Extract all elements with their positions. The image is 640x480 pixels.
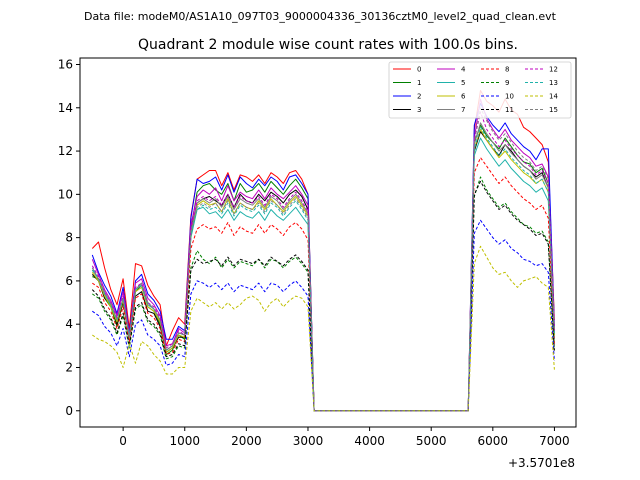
x-tick-label: 2000 (231, 434, 262, 448)
y-tick-label: 14 (58, 101, 73, 115)
series-line-12 (91, 111, 555, 412)
series-line-3 (91, 131, 555, 412)
figure-suptitle: Data file: modeM0/AS1A10_097T03_90000043… (84, 10, 557, 23)
series-line-6 (91, 128, 555, 412)
y-tick-label: 8 (65, 231, 73, 245)
legend-label-10: 10 (505, 93, 514, 101)
legend-label-7: 7 (461, 106, 465, 114)
legend-label-1: 1 (417, 79, 421, 87)
series-line-8 (92, 157, 555, 412)
legend-label-4: 4 (461, 66, 466, 74)
series-line-1 (92, 124, 555, 412)
y-tick-label: 6 (65, 274, 73, 288)
x-tick-label: 6000 (478, 434, 509, 448)
legend-label-5: 5 (461, 79, 465, 87)
legend-label-15: 15 (549, 106, 558, 114)
series-line-9 (92, 176, 555, 412)
y-tick-label: 10 (58, 187, 73, 201)
y-axis: 0 2 4 6 8 10 12 14 16 (58, 57, 80, 418)
plot-frame (79, 57, 577, 428)
legend-label-14: 14 (549, 93, 558, 101)
legend-label-12: 12 (549, 66, 558, 74)
y-tick-label: 4 (65, 317, 73, 331)
chart-title: Quadrant 2 module wise count rates with … (138, 37, 518, 53)
y-tick-label: 12 (58, 144, 73, 158)
legend-box (388, 61, 572, 119)
y-tick-label: 16 (58, 57, 73, 71)
series-line-10 (92, 219, 555, 412)
x-tick-label: 3000 (293, 434, 324, 448)
plot-lines (91, 90, 555, 412)
legend-label-13: 13 (549, 79, 558, 87)
legend-label-0: 0 (417, 66, 421, 74)
x-axis: 0 1000 2000 3000 4000 5000 6000 7000 (119, 427, 570, 448)
x-axis-offset-label: +3.5701e8 (508, 456, 575, 470)
x-tick-label: 4000 (354, 434, 385, 448)
series-line-13 (91, 126, 555, 412)
legend-label-11: 11 (505, 106, 514, 114)
legend-label-6: 6 (461, 93, 466, 101)
series-line-7 (91, 122, 555, 412)
x-tick-label: 5000 (416, 434, 447, 448)
legend-label-2: 2 (417, 93, 421, 101)
x-tick-label: 7000 (539, 434, 570, 448)
series-line-15 (91, 107, 555, 412)
x-tick-label: 0 (119, 434, 127, 448)
legend-label-3: 3 (417, 106, 421, 114)
legend-label-8: 8 (505, 66, 509, 74)
y-tick-label: 2 (65, 360, 73, 374)
y-tick-label: 0 (65, 404, 73, 418)
series-line-11 (91, 180, 555, 412)
x-tick-label: 1000 (169, 434, 200, 448)
series-line-5 (91, 137, 555, 412)
legend-label-9: 9 (505, 79, 509, 87)
